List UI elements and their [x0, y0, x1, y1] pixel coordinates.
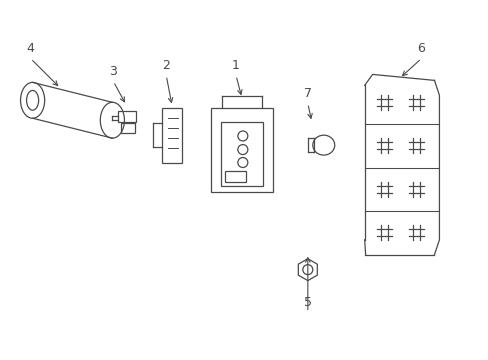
Bar: [221, 122, 263, 186]
Text: 5: 5: [303, 297, 311, 310]
Text: 6: 6: [417, 42, 425, 55]
Text: 1: 1: [232, 59, 240, 72]
Text: 2: 2: [162, 59, 170, 72]
Bar: [224, 171, 245, 183]
Text: 3: 3: [109, 66, 117, 78]
Bar: [121, 123, 135, 133]
Bar: [211, 108, 272, 193]
Text: 4: 4: [27, 42, 35, 55]
Bar: [118, 111, 136, 122]
Text: 7: 7: [303, 87, 311, 100]
Bar: [162, 108, 182, 163]
